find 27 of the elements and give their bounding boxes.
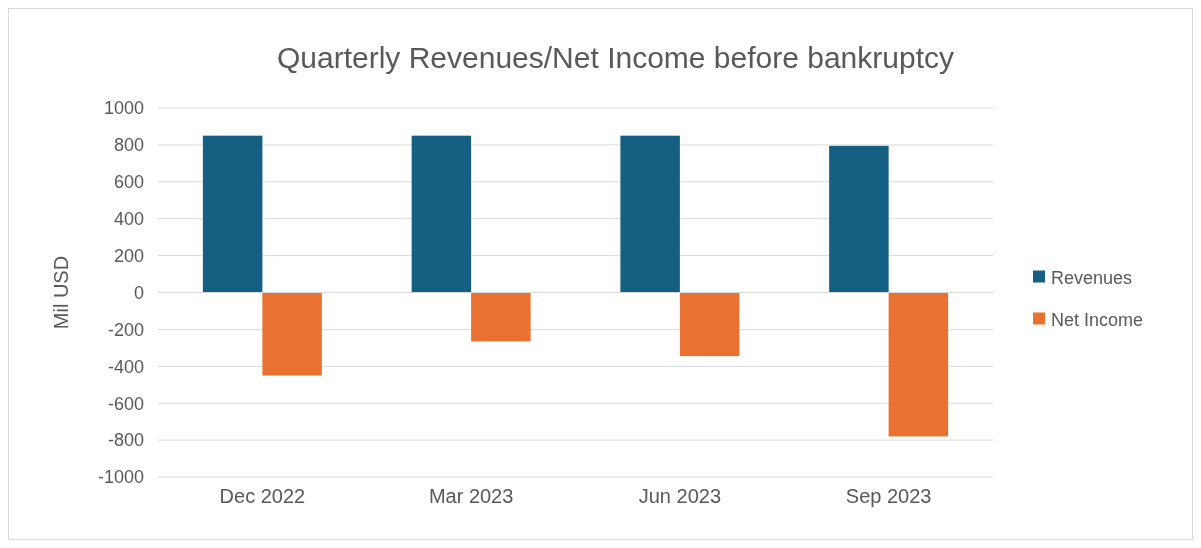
x-tick-label: Mar 2023: [428, 485, 514, 507]
bar: [620, 135, 680, 293]
bar: [679, 292, 740, 357]
y-axis-title: Mil USD: [50, 255, 72, 330]
x-tick-label: Jun 2023: [638, 485, 722, 507]
y-tick-label: -1000: [97, 467, 144, 488]
y-tick-label: -600: [107, 393, 144, 414]
bar: [471, 292, 531, 342]
legend-label: Revenues: [1051, 268, 1133, 289]
x-tick-label: Dec 2022: [219, 485, 306, 507]
y-tick-label: 400: [113, 209, 144, 229]
y-tick-label: 600: [113, 172, 144, 193]
bar: [829, 145, 889, 293]
bar: [888, 292, 949, 437]
y-tick-label: 800: [113, 135, 144, 156]
x-tick-label: Sep 2023: [845, 485, 932, 507]
y-tick-label: 1000: [103, 98, 144, 119]
bar: [411, 135, 472, 293]
bar: [262, 292, 322, 376]
legend-label: Net Income: [1051, 310, 1144, 331]
y-tick-label: 200: [113, 245, 144, 266]
bar: [202, 135, 263, 293]
y-tick-label: 0: [133, 282, 144, 303]
chart-title: Quarterly Revenues/Net Income before bankruptcy: [276, 41, 955, 74]
y-tick-label: -200: [107, 319, 144, 340]
y-tick-label: -400: [107, 356, 144, 377]
y-tick-label: -800: [107, 430, 144, 451]
